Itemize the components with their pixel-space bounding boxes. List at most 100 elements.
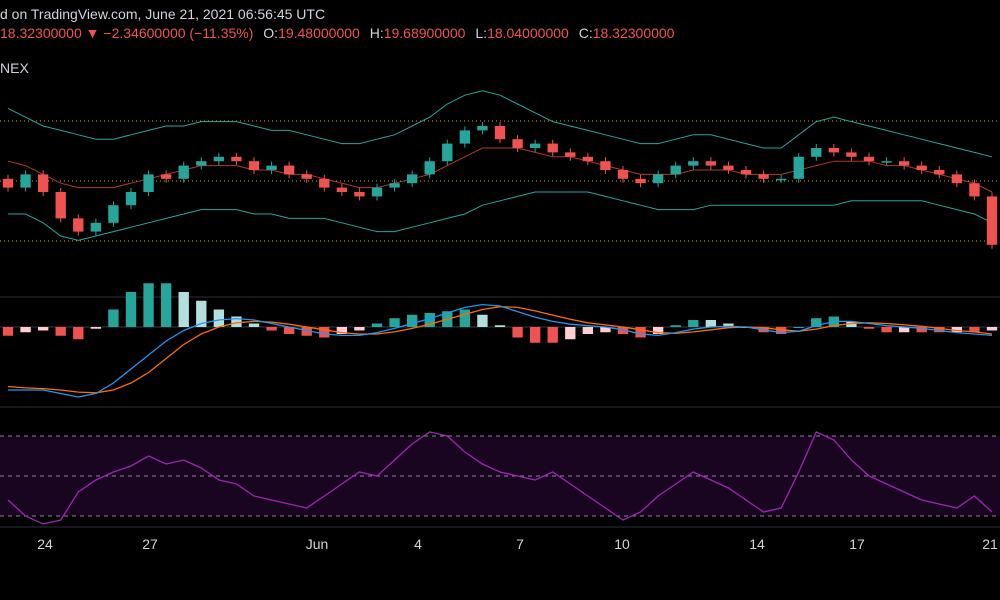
macd-signal-line <box>7 306 993 394</box>
candle <box>283 165 295 175</box>
ohlc-line: 18.32300000 ▼ −2.34600000 (−11.35%) O:19… <box>0 25 674 41</box>
macd-histogram-bar <box>951 327 963 333</box>
candle <box>846 152 857 157</box>
macd-histogram-bar <box>108 309 119 327</box>
candle <box>143 174 154 192</box>
candle <box>565 152 576 157</box>
candle <box>811 148 822 157</box>
candle <box>881 161 892 163</box>
candle <box>231 156 242 162</box>
macd-histogram-bar <box>652 327 664 334</box>
macd-histogram-bar <box>73 327 84 340</box>
candle <box>582 156 594 162</box>
macd-histogram-bar <box>582 327 594 334</box>
x-axis-tick-label: 7 <box>516 536 524 552</box>
macd-histogram-bar <box>319 327 330 338</box>
macd-histogram-bar <box>389 318 400 327</box>
candle <box>617 170 629 179</box>
macd-histogram-bar <box>90 327 102 329</box>
candle <box>512 139 523 148</box>
low-label: L: <box>475 25 488 41</box>
candle <box>125 192 137 206</box>
macd-histogram-bar <box>898 327 910 333</box>
candle <box>863 156 875 162</box>
candle <box>2 178 14 188</box>
candle <box>969 183 980 197</box>
candle <box>652 174 664 184</box>
macd-histogram-bar <box>459 309 471 327</box>
close-value: 18.32300000 <box>592 25 675 41</box>
macd-histogram-bar <box>723 323 734 327</box>
candle <box>775 178 787 181</box>
macd-histogram-bar <box>371 323 383 327</box>
candle <box>319 178 330 188</box>
candle <box>758 174 769 179</box>
macd-histogram-bar <box>178 292 189 327</box>
candle <box>740 170 752 175</box>
candle <box>635 178 646 184</box>
macd-histogram-bar <box>2 327 14 336</box>
candle <box>600 161 611 170</box>
candle <box>547 143 558 153</box>
macd-histogram-bar <box>494 325 506 327</box>
bb-upper-line <box>7 90 993 158</box>
macd-histogram-bar <box>55 327 66 336</box>
candle <box>688 161 699 166</box>
candle <box>37 174 49 192</box>
candle <box>73 218 84 232</box>
candle <box>90 222 102 232</box>
candle <box>477 126 488 131</box>
candle <box>828 148 840 153</box>
bb-basis-line <box>7 147 993 193</box>
candle <box>160 174 172 179</box>
open-label: O: <box>263 25 279 41</box>
candle <box>371 187 383 197</box>
x-axis-tick-label: 10 <box>614 536 630 552</box>
candle <box>336 187 348 192</box>
candle <box>951 174 963 184</box>
x-axis-tick-label: 27 <box>142 536 158 552</box>
macd-histogram-bar <box>336 327 348 334</box>
macd-histogram-bar <box>635 327 646 338</box>
candle <box>248 161 260 170</box>
candle <box>55 192 66 219</box>
macd-histogram-bar <box>266 327 277 331</box>
candle <box>424 161 435 175</box>
candle <box>670 165 681 175</box>
x-axis-tick-label: Jun <box>306 536 329 552</box>
macd-histogram-bar <box>916 327 927 333</box>
macd-histogram-bar <box>934 327 945 333</box>
candle <box>723 165 734 170</box>
candle <box>196 161 207 166</box>
macd-histogram-bar <box>160 283 172 327</box>
macd-histogram-bar <box>143 283 154 327</box>
macd-histogram-bar <box>477 314 488 327</box>
macd-histogram-bar <box>881 327 892 333</box>
candle <box>442 143 453 162</box>
candle <box>406 174 418 184</box>
candle <box>459 130 471 144</box>
macd-histogram-bar <box>196 300 207 327</box>
symbol-label: NEX <box>0 60 29 76</box>
x-axis-tick-label: 24 <box>37 536 53 552</box>
macd-histogram-bar <box>547 327 558 343</box>
candle <box>934 170 945 175</box>
macd-histogram-bar <box>213 309 225 327</box>
macd-histogram-bar <box>248 323 260 327</box>
high-value: 19.68900000 <box>383 25 466 41</box>
macd-histogram-bar <box>617 327 629 334</box>
macd-histogram-bar <box>688 320 699 327</box>
macd-histogram-bar <box>863 327 875 329</box>
macd-histogram-bar <box>512 327 523 338</box>
macd-histogram-bar <box>20 327 31 333</box>
chart-header: d on TradingView.com, June 21, 2021 06:5… <box>0 0 1000 48</box>
candle <box>213 156 225 162</box>
macd-histogram-bar <box>125 292 137 327</box>
macd-histogram-bar <box>600 327 611 333</box>
macd-histogram-bar <box>283 327 295 334</box>
macd-histogram-bar <box>301 327 312 336</box>
macd-histogram-bar <box>529 327 541 343</box>
macd-histogram-bar <box>424 313 435 327</box>
macd-line <box>8 303 993 398</box>
